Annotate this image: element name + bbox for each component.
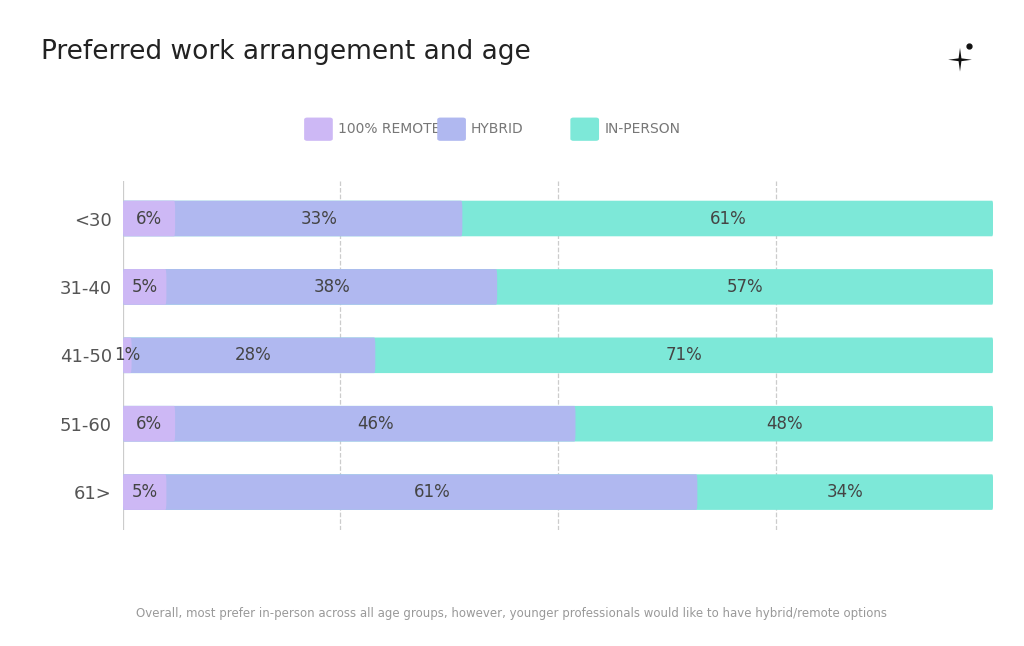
FancyBboxPatch shape <box>123 337 993 373</box>
FancyBboxPatch shape <box>123 201 993 236</box>
FancyBboxPatch shape <box>123 406 575 441</box>
FancyBboxPatch shape <box>123 201 175 236</box>
Text: 34%: 34% <box>827 483 863 501</box>
FancyBboxPatch shape <box>123 337 131 373</box>
Text: 71%: 71% <box>666 346 702 364</box>
Text: 100% REMOTE: 100% REMOTE <box>338 122 440 136</box>
Text: 5%: 5% <box>131 278 158 296</box>
Text: 46%: 46% <box>357 415 393 433</box>
FancyBboxPatch shape <box>123 474 697 510</box>
Text: 5%: 5% <box>131 483 158 501</box>
FancyBboxPatch shape <box>123 269 498 305</box>
Text: 6%: 6% <box>136 209 162 227</box>
FancyBboxPatch shape <box>123 406 175 441</box>
Text: 33%: 33% <box>300 209 337 227</box>
Text: 57%: 57% <box>727 278 764 296</box>
Text: IN-PERSON: IN-PERSON <box>604 122 680 136</box>
Text: Preferred work arrangement and age: Preferred work arrangement and age <box>41 39 530 65</box>
FancyBboxPatch shape <box>123 474 166 510</box>
Text: 48%: 48% <box>766 415 803 433</box>
Text: HYBRID: HYBRID <box>471 122 524 136</box>
FancyBboxPatch shape <box>123 406 993 441</box>
FancyBboxPatch shape <box>123 474 993 510</box>
FancyBboxPatch shape <box>123 269 166 305</box>
Text: 28%: 28% <box>236 346 271 364</box>
Text: 61%: 61% <box>414 483 451 501</box>
PathPatch shape <box>948 48 972 72</box>
Text: 61%: 61% <box>710 209 746 227</box>
FancyBboxPatch shape <box>123 337 376 373</box>
Text: Overall, most prefer in-person across all age groups, however, younger professio: Overall, most prefer in-person across al… <box>136 607 888 620</box>
Text: 38%: 38% <box>313 278 350 296</box>
Text: 6%: 6% <box>136 415 162 433</box>
FancyBboxPatch shape <box>123 201 463 236</box>
FancyBboxPatch shape <box>123 269 993 305</box>
Text: 1%: 1% <box>114 346 140 364</box>
